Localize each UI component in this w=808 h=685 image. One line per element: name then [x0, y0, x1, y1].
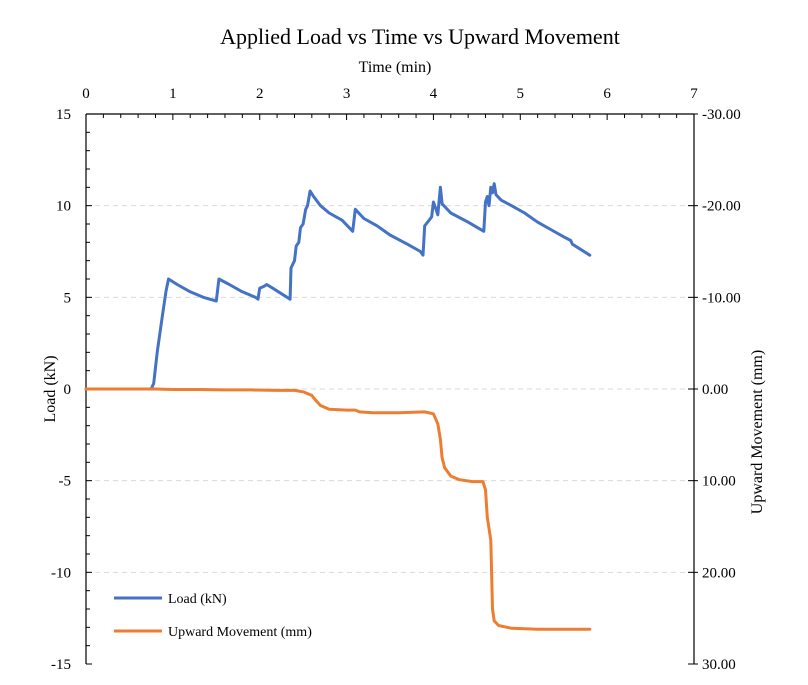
- x-tick-label: 3: [343, 86, 351, 102]
- series-lines: [84, 182, 592, 631]
- y-axis-left-title: Load (kN): [42, 355, 59, 422]
- y-axis-right-title: Upward Movement (mm): [749, 350, 766, 514]
- y-right-tick-label: -10.00: [702, 290, 741, 306]
- x-axis-title: Time (min): [359, 59, 432, 76]
- y-left-tick-label: 5: [64, 290, 72, 306]
- y-right-tick-label: 20.00: [702, 565, 736, 581]
- y-right-tick-label: -20.00: [702, 199, 741, 215]
- legend-item-upward-movement: Upward Movement (mm): [114, 625, 312, 640]
- y-left-tick-label: -5: [59, 474, 72, 490]
- y-right-tick-label: 10.00: [702, 474, 736, 490]
- legend-label-upward-movement: Upward Movement (mm): [168, 625, 312, 640]
- x-tick-label: 7: [690, 86, 698, 102]
- y-left-tick-label: 10: [56, 199, 71, 215]
- series-line-upward-movement: [84, 387, 592, 631]
- y-right-tick-label: -30.00: [702, 107, 741, 123]
- x-tick-label: 0: [82, 86, 90, 102]
- x-tick-label: 1: [169, 86, 177, 102]
- legend-item-load: Load (kN): [114, 592, 227, 607]
- y-right-tick-label: 30.00: [702, 657, 736, 673]
- tick-labels: 0 1 2 3 4 5 6 7 15 10 5 0 -5 -10 -15 -30.00 -20.00 -10.00…: [51, 86, 741, 673]
- x-tick-label: 5: [517, 86, 525, 102]
- x-tick-label: 2: [256, 86, 264, 102]
- series-line-load: [84, 182, 592, 391]
- y-right-tick-label: 0.00: [702, 382, 728, 398]
- chart-title: Applied Load vs Time vs Upward Movement: [220, 24, 620, 49]
- y-left-tick-label: -15: [51, 657, 71, 673]
- legend: Load (kN) Upward Movement (mm): [114, 592, 312, 640]
- legend-label-load: Load (kN): [168, 592, 227, 607]
- x-tick-label: 4: [430, 86, 438, 102]
- axes: [85, 113, 698, 665]
- y-left-tick-label: 0: [64, 382, 72, 398]
- y-left-tick-label: 15: [56, 107, 71, 123]
- x-tick-label: 6: [603, 86, 611, 102]
- y-left-tick-label: -10: [51, 565, 71, 581]
